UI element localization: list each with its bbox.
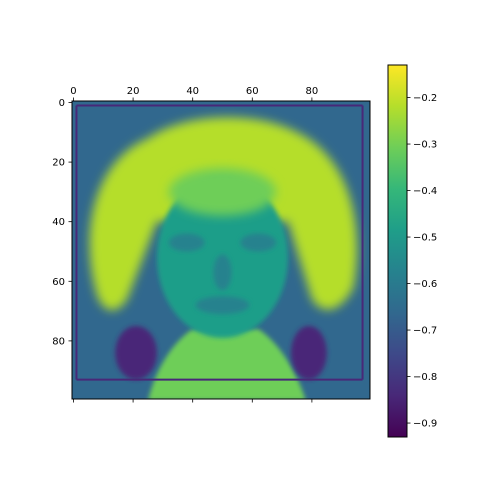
colorbar [387,64,408,438]
right-eye-shadow [240,233,277,252]
x-tick-label: 60 [246,86,259,97]
colorbar-tick-label: −0.8 [413,372,437,383]
y-axis: 0 20 40 60 80 [52,98,72,347]
neck-region [148,329,306,399]
x-axis: 0 20 40 60 80 [70,86,318,403]
heatmap-image [72,101,370,399]
x-tick-label: 80 [306,86,319,97]
left-eye-shadow [168,233,205,252]
plot-frame [71,100,371,400]
y-tick-label: 40 [52,217,65,228]
y-tick-label: 20 [52,158,65,169]
right-collar-shadow [291,325,327,380]
colorbar-tick-label: −0.4 [413,186,437,197]
y-tick-label: 60 [52,277,65,288]
colorbar-tick-label: −0.5 [413,233,437,244]
x-tick-label: 20 [127,86,140,97]
y-tick-label: 80 [52,336,65,347]
forehead-region [168,168,277,216]
x-tick-label: 40 [186,86,199,97]
left-collar-shadow [115,325,157,380]
x-tick-label: 0 [70,86,76,97]
colorbar-tick-label: −0.6 [413,279,437,290]
colorbar-tick-label: −0.2 [413,93,437,104]
colorbar-tick-label: −0.9 [413,419,437,430]
nose-shadow [213,254,232,291]
y-tick-label: 0 [59,98,65,109]
colorbar-axis: −0.9 −0.8 −0.7 −0.6 −0.5 −0.4 −0.3 −0.2 [407,93,437,430]
colorbar-tick-label: −0.3 [413,140,437,151]
mouth-shadow [195,296,250,315]
colorbar-tick-label: −0.7 [413,326,437,337]
